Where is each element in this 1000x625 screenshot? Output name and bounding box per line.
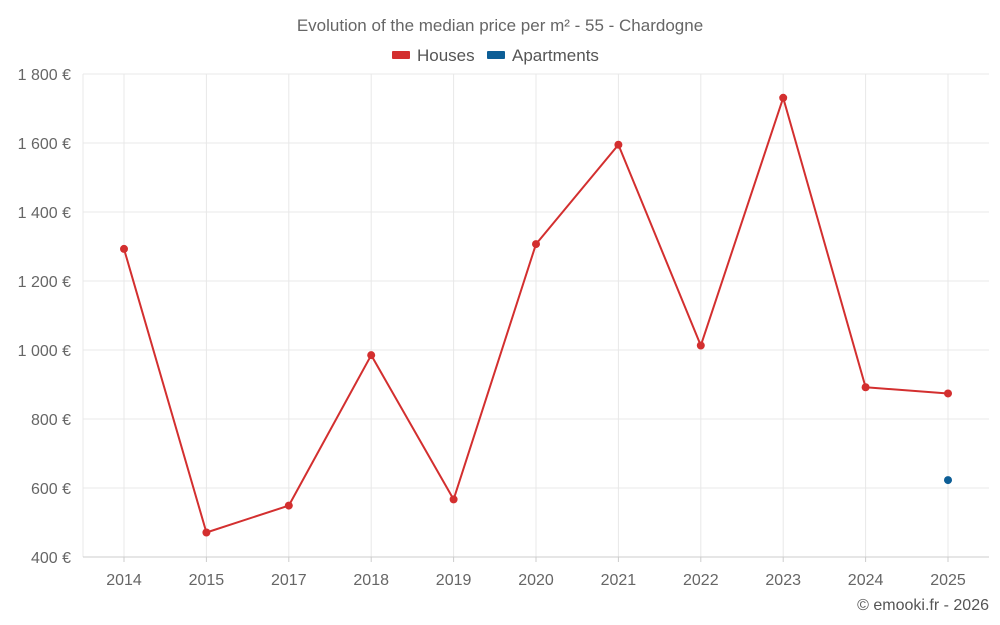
data-point-houses — [614, 140, 623, 149]
x-tick-label: 2025 — [930, 572, 966, 589]
x-tick-label: 2014 — [106, 572, 142, 589]
y-tick-label: 1 800 € — [18, 67, 71, 84]
y-tick-label: 1 000 € — [18, 343, 71, 360]
data-point-houses — [367, 351, 376, 360]
series-layer — [120, 93, 952, 537]
data-point-houses — [449, 495, 458, 504]
x-tick-label: 2015 — [189, 572, 225, 589]
x-tick-label: 2019 — [436, 572, 472, 589]
y-tick-label: 1 200 € — [18, 274, 71, 291]
y-tick-label: 1 600 € — [18, 136, 71, 153]
legend-item-apartments[interactable]: Apartments — [487, 46, 599, 65]
y-axis: 400 € 600 € 800 € 1 000 € 1 200 € 1 400 € 1 60… — [18, 67, 84, 567]
x-tick-label: 2020 — [518, 572, 554, 589]
legend-label-houses: Houses — [417, 46, 475, 65]
grid — [83, 73, 989, 557]
credit: © emooki.fr - 2026 — [857, 597, 989, 614]
data-point-houses — [861, 383, 870, 392]
y-tick-label: 400 € — [31, 550, 71, 567]
legend: Houses Apartments — [392, 46, 599, 65]
legend-swatch-apartments — [487, 51, 505, 59]
x-axis: 2014 2015 2017 2018 2019 2020 2021 2022 2023 2024… — [83, 556, 989, 589]
data-point-houses — [202, 528, 211, 537]
data-point-apartments — [944, 476, 952, 485]
y-tick-label: 1 400 € — [18, 205, 71, 222]
legend-swatch-houses — [392, 51, 410, 59]
chart-title: Evolution of the median price per m² - 5… — [297, 16, 703, 35]
data-point-houses — [532, 240, 540, 249]
legend-item-houses[interactable]: Houses — [392, 46, 475, 65]
data-point-houses — [284, 501, 293, 510]
x-tick-label: 2017 — [271, 572, 307, 589]
x-tick-label: 2018 — [353, 572, 389, 589]
data-point-houses — [944, 389, 952, 398]
x-tick-label: 2023 — [765, 572, 801, 589]
data-point-houses — [779, 93, 788, 102]
x-tick-label: 2021 — [601, 572, 637, 589]
data-point-houses — [696, 341, 705, 350]
x-tick-label: 2024 — [848, 572, 884, 589]
x-tick-label: 2022 — [683, 572, 719, 589]
data-point-houses — [120, 244, 128, 253]
y-tick-label: 800 € — [31, 412, 71, 429]
y-tick-label: 600 € — [31, 481, 71, 498]
legend-label-apartments: Apartments — [512, 46, 599, 65]
